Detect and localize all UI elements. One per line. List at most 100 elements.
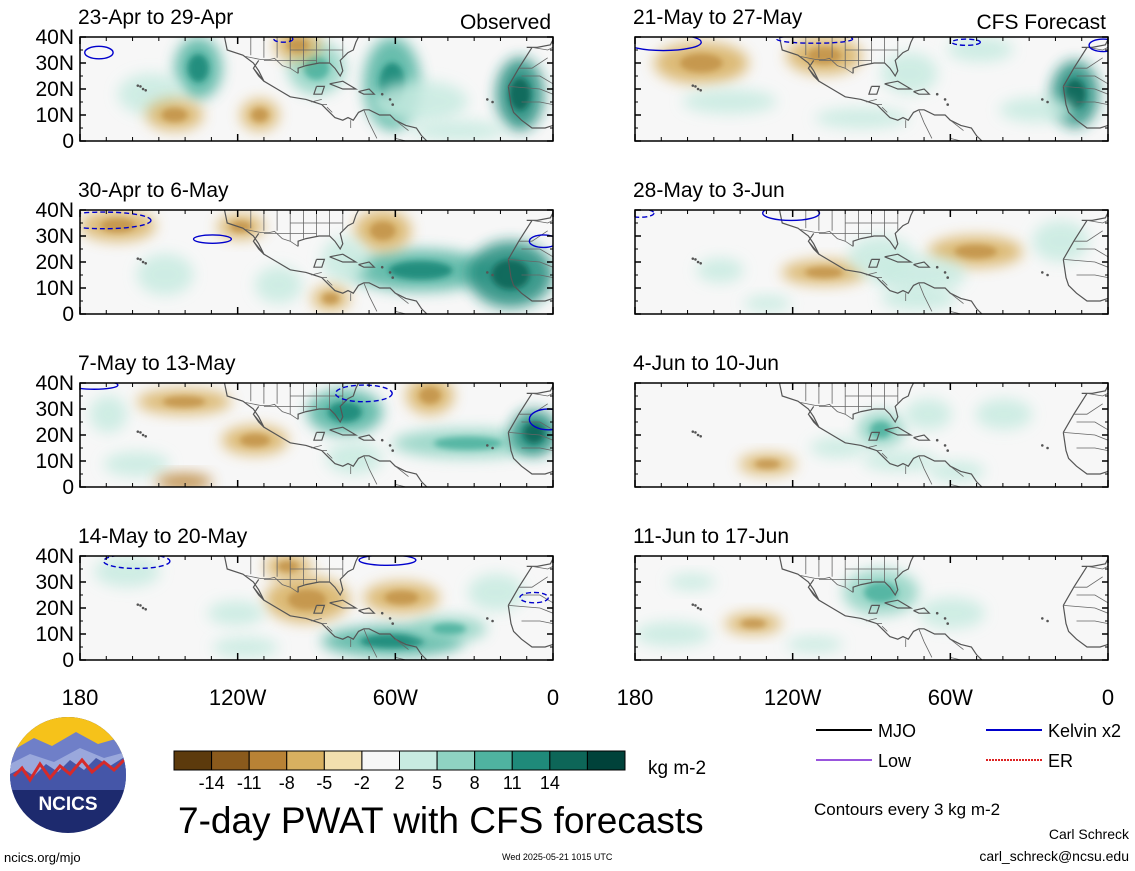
coastlines bbox=[635, 37, 1108, 141]
coastline bbox=[252, 579, 265, 601]
pwat-anomaly-blob bbox=[918, 597, 986, 629]
y-tick-label: 40N bbox=[35, 199, 74, 222]
coastline bbox=[1062, 432, 1108, 475]
border-line bbox=[866, 99, 877, 103]
pwat-anomaly-core bbox=[303, 56, 330, 80]
border-line bbox=[950, 638, 964, 650]
border-line bbox=[1073, 57, 1103, 69]
coastlines bbox=[102, 556, 553, 660]
border-line bbox=[950, 311, 963, 314]
colorbar-label: -8 bbox=[279, 773, 295, 793]
border-line bbox=[866, 272, 877, 276]
kelvin-contour bbox=[635, 210, 655, 218]
pwat-anomaly-core bbox=[187, 54, 209, 83]
border-line bbox=[1086, 566, 1108, 570]
y-tick-label: 30N bbox=[35, 571, 74, 594]
island bbox=[1041, 617, 1044, 620]
island bbox=[136, 257, 140, 260]
coastline bbox=[358, 434, 376, 441]
island bbox=[144, 89, 147, 92]
pwat-anomaly-blob bbox=[155, 473, 213, 487]
pwat-anomaly-blob bbox=[207, 600, 265, 626]
island bbox=[694, 85, 697, 88]
y-tick-label: 10N bbox=[35, 277, 74, 300]
border-line bbox=[521, 75, 553, 85]
pwat-anomaly-blob bbox=[862, 450, 938, 472]
colorbar-swatch bbox=[586, 750, 626, 771]
kelvin-contour bbox=[102, 556, 171, 570]
border-line bbox=[918, 628, 933, 658]
x-tick-label: 60W bbox=[928, 685, 973, 710]
border-line bbox=[395, 119, 409, 131]
border-line bbox=[881, 625, 888, 632]
pwat-anomaly-core bbox=[433, 436, 502, 450]
island bbox=[943, 444, 947, 447]
island bbox=[491, 100, 494, 104]
island bbox=[935, 265, 939, 269]
coastline bbox=[507, 86, 553, 129]
island bbox=[694, 431, 697, 434]
border-line bbox=[1076, 248, 1108, 258]
coastline bbox=[884, 253, 914, 263]
island bbox=[391, 276, 395, 279]
coastline bbox=[778, 383, 983, 487]
island bbox=[380, 611, 384, 615]
border-line bbox=[881, 279, 888, 286]
island bbox=[943, 98, 947, 101]
y-tick-label: 20N bbox=[35, 597, 74, 620]
coastline bbox=[852, 383, 915, 424]
panel-date-label: 14-May to 20-May bbox=[78, 525, 248, 548]
map-panel: 4-Jun to 10-Jun bbox=[633, 352, 1109, 488]
coastline bbox=[807, 233, 820, 255]
border-line bbox=[363, 109, 378, 139]
border-line bbox=[950, 119, 964, 131]
coastline bbox=[868, 604, 881, 614]
pwat-anomaly-core bbox=[384, 590, 419, 605]
island bbox=[691, 257, 695, 260]
island bbox=[486, 98, 489, 101]
y-tick-label: 30N bbox=[35, 398, 74, 421]
y-tick-label: 20N bbox=[35, 78, 74, 101]
coastline bbox=[329, 253, 359, 263]
pwat-anomaly-core bbox=[369, 221, 396, 241]
island bbox=[380, 265, 384, 269]
island bbox=[491, 619, 494, 623]
border-line bbox=[395, 138, 408, 141]
border-line bbox=[508, 86, 553, 95]
pwat-anomaly-blob bbox=[668, 573, 716, 591]
border-line bbox=[395, 292, 409, 304]
colorbar-label: -11 bbox=[237, 773, 262, 793]
island bbox=[943, 271, 947, 274]
island bbox=[144, 435, 147, 438]
colorbar-label: -2 bbox=[354, 773, 370, 793]
pwat-anomaly-blob bbox=[880, 285, 957, 311]
coastline bbox=[223, 383, 428, 487]
border-line bbox=[918, 282, 933, 312]
pwat-anomaly-core bbox=[754, 459, 781, 469]
kelvin-contour bbox=[192, 234, 233, 244]
island bbox=[388, 271, 392, 274]
island bbox=[380, 438, 384, 442]
island bbox=[699, 608, 702, 611]
coastline bbox=[852, 37, 915, 78]
map-panel: 40N 30N 20N 10N 0 23-Apr to 29-Apr Observed bbox=[35, 6, 554, 153]
figure-title: 7-day PWAT with CFS forecasts bbox=[178, 800, 704, 841]
y-tick-label: 0 bbox=[62, 476, 74, 499]
pwat-anomaly-blob bbox=[871, 255, 967, 294]
coastline bbox=[1062, 605, 1108, 648]
border-line bbox=[521, 274, 553, 278]
coastline bbox=[329, 80, 359, 90]
pwat-field bbox=[117, 37, 544, 141]
x-tick-label: 0 bbox=[1102, 685, 1114, 710]
island bbox=[139, 85, 142, 88]
colorbar-swatch bbox=[474, 750, 513, 771]
island bbox=[486, 444, 489, 447]
coastlines bbox=[635, 210, 1108, 314]
coastline bbox=[807, 406, 820, 428]
coastline bbox=[507, 259, 553, 302]
island bbox=[691, 430, 695, 433]
y-tick-label: 20N bbox=[35, 424, 74, 447]
coastline bbox=[358, 607, 376, 614]
island bbox=[694, 604, 697, 607]
